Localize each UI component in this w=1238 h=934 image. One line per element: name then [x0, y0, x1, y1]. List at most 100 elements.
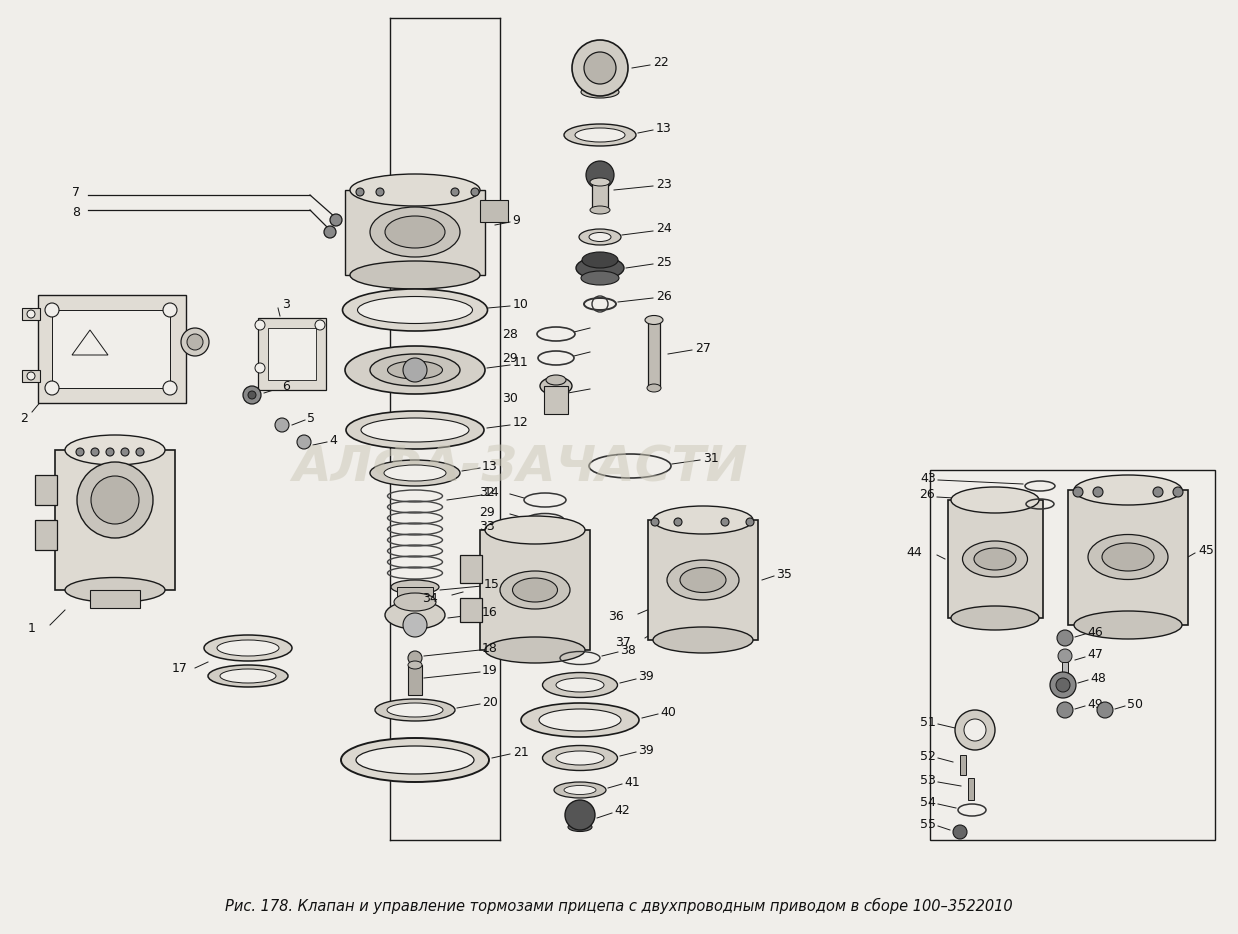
- Circle shape: [255, 363, 265, 373]
- Ellipse shape: [394, 593, 436, 611]
- Text: 21: 21: [513, 745, 529, 758]
- Circle shape: [651, 518, 659, 526]
- Text: 42: 42: [614, 804, 630, 817]
- Circle shape: [248, 391, 256, 399]
- Ellipse shape: [962, 541, 1028, 577]
- Bar: [409, 665, 422, 695]
- Ellipse shape: [539, 709, 621, 731]
- Ellipse shape: [350, 261, 480, 289]
- Circle shape: [1058, 649, 1072, 663]
- Circle shape: [187, 334, 203, 350]
- Text: 31: 31: [703, 451, 719, 464]
- Circle shape: [255, 320, 265, 330]
- Ellipse shape: [652, 506, 753, 534]
- Circle shape: [572, 40, 628, 96]
- Polygon shape: [72, 330, 108, 355]
- Text: 10: 10: [513, 298, 529, 310]
- Circle shape: [586, 161, 614, 189]
- Bar: [480, 530, 591, 650]
- Text: 11: 11: [513, 357, 529, 370]
- Ellipse shape: [540, 377, 572, 395]
- Ellipse shape: [667, 560, 739, 600]
- Bar: [52, 310, 170, 388]
- Bar: [397, 587, 433, 603]
- Ellipse shape: [387, 361, 442, 379]
- Bar: [592, 182, 608, 210]
- Ellipse shape: [553, 782, 605, 798]
- Text: 9: 9: [513, 214, 520, 227]
- Ellipse shape: [1075, 475, 1182, 505]
- Ellipse shape: [951, 487, 1039, 513]
- Ellipse shape: [350, 174, 480, 206]
- Ellipse shape: [652, 627, 753, 653]
- Bar: [1062, 662, 1068, 676]
- Circle shape: [45, 303, 59, 317]
- Ellipse shape: [391, 580, 439, 594]
- Ellipse shape: [384, 465, 446, 481]
- Text: 55: 55: [920, 817, 936, 830]
- Circle shape: [357, 188, 364, 196]
- Ellipse shape: [565, 124, 636, 146]
- Ellipse shape: [576, 257, 624, 279]
- Circle shape: [77, 462, 154, 538]
- Text: 32: 32: [479, 486, 495, 499]
- Ellipse shape: [581, 271, 619, 285]
- Circle shape: [673, 518, 682, 526]
- Text: 13: 13: [656, 121, 672, 134]
- Ellipse shape: [409, 661, 422, 669]
- Ellipse shape: [521, 703, 639, 737]
- Ellipse shape: [66, 435, 165, 465]
- Ellipse shape: [361, 418, 469, 442]
- Text: 13: 13: [482, 460, 498, 473]
- Ellipse shape: [387, 703, 443, 717]
- Ellipse shape: [574, 128, 625, 142]
- Text: 14: 14: [484, 487, 500, 500]
- Bar: [22, 370, 40, 382]
- Ellipse shape: [591, 206, 610, 214]
- Ellipse shape: [343, 289, 488, 331]
- Bar: [480, 200, 508, 222]
- Text: 49: 49: [1087, 698, 1103, 711]
- Circle shape: [565, 800, 595, 830]
- Circle shape: [451, 188, 459, 196]
- Text: 52: 52: [920, 749, 936, 762]
- Text: 24: 24: [656, 222, 672, 235]
- Ellipse shape: [680, 568, 725, 592]
- Circle shape: [584, 52, 617, 84]
- Ellipse shape: [385, 216, 444, 248]
- Circle shape: [721, 518, 729, 526]
- Ellipse shape: [556, 678, 604, 692]
- Circle shape: [1050, 672, 1076, 698]
- Ellipse shape: [485, 637, 586, 663]
- Text: 22: 22: [652, 56, 669, 69]
- Ellipse shape: [579, 229, 621, 245]
- Text: 50: 50: [1127, 698, 1143, 711]
- Ellipse shape: [546, 375, 566, 385]
- Bar: [22, 308, 40, 320]
- Bar: [461, 598, 482, 622]
- Circle shape: [243, 386, 261, 404]
- Bar: [647, 320, 660, 388]
- Ellipse shape: [66, 577, 165, 602]
- Circle shape: [1097, 702, 1113, 718]
- Text: 51: 51: [920, 715, 936, 729]
- Circle shape: [27, 372, 35, 380]
- Text: 39: 39: [638, 671, 654, 684]
- Text: 15: 15: [484, 577, 500, 590]
- Ellipse shape: [582, 252, 618, 268]
- Ellipse shape: [345, 411, 484, 449]
- Text: 8: 8: [72, 205, 80, 219]
- Ellipse shape: [1075, 611, 1182, 639]
- Ellipse shape: [581, 86, 619, 98]
- Bar: [959, 755, 966, 775]
- Bar: [647, 520, 758, 640]
- Text: 43: 43: [920, 472, 936, 485]
- Ellipse shape: [385, 601, 444, 629]
- Circle shape: [106, 448, 114, 456]
- Bar: [35, 520, 57, 550]
- Bar: [54, 450, 175, 590]
- Text: 6: 6: [282, 379, 290, 392]
- Text: 19: 19: [482, 663, 498, 676]
- Text: 48: 48: [1089, 672, 1106, 685]
- Bar: [930, 470, 1214, 840]
